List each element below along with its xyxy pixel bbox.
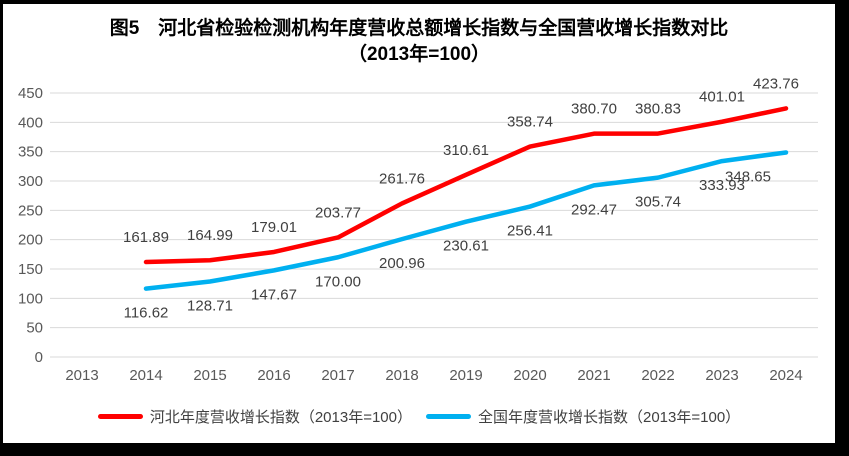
data-label: 161.89 bbox=[123, 229, 169, 246]
series-line-1 bbox=[143, 150, 789, 291]
plot-svg: 0 50 100 150 200 250 300 350 400 450 2013 2014 2015 2… bbox=[18, 75, 818, 384]
y-axis-tick-label: 50 bbox=[26, 320, 43, 337]
x-axis-tick-label: 2022 bbox=[641, 367, 674, 384]
x-axis-tick-label: 2014 bbox=[129, 367, 162, 384]
x-axis-tick-label: 2018 bbox=[385, 367, 418, 384]
data-label: 333.93 bbox=[699, 177, 745, 194]
chart-subtitle: （2013年=100） bbox=[347, 44, 491, 65]
data-label: 116.62 bbox=[124, 305, 169, 322]
data-label: 348.65 bbox=[725, 168, 771, 185]
legend-swatch-hebei bbox=[97, 414, 143, 419]
y-axis-tick-label: 200 bbox=[18, 232, 43, 249]
data-label: 261.76 bbox=[379, 170, 425, 187]
y-axis-tick-label: 150 bbox=[18, 261, 43, 278]
x-axis-tick-label: 2015 bbox=[193, 367, 226, 384]
y-axis-tick-label: 400 bbox=[18, 114, 43, 131]
data-label: 203.77 bbox=[315, 204, 361, 221]
data-label: 310.61 bbox=[443, 142, 489, 159]
y-axis-tick-label: 0 bbox=[35, 349, 43, 366]
x-axis-tick-label: 2023 bbox=[705, 367, 738, 384]
data-label: 128.71 bbox=[187, 297, 233, 314]
x-axis-tick-label: 2024 bbox=[769, 367, 802, 384]
y-axis-tick-label: 300 bbox=[18, 173, 43, 190]
data-label: 305.74 bbox=[635, 194, 681, 211]
legend-item-national: 全国年度营收增长指数（2013年=100） bbox=[426, 406, 740, 427]
data-label: 380.83 bbox=[635, 101, 681, 118]
legend-item-hebei: 河北年度营收增长指数（2013年=100） bbox=[97, 406, 412, 427]
y-axis-tick-label: 250 bbox=[18, 202, 43, 219]
data-label: 380.70 bbox=[571, 101, 617, 118]
data-label: 423.76 bbox=[753, 75, 799, 92]
y-axis-tick-label: 450 bbox=[18, 85, 43, 102]
data-label: 164.99 bbox=[187, 227, 233, 244]
data-label: 292.47 bbox=[571, 201, 617, 218]
chart-title: 图5 河北省检验检测机构年度营收总额增长指数与全国营收增长指数对比 bbox=[109, 18, 729, 39]
chart-title-block: 图5 河北省检验检测机构年度营收总额增长指数与全国营收增长指数对比 （2013年… bbox=[3, 16, 835, 68]
data-label: 170.00 bbox=[315, 273, 361, 290]
x-axis-tick-label: 2020 bbox=[513, 367, 546, 384]
x-axis-tick-label: 2016 bbox=[257, 367, 290, 384]
data-label: 401.01 bbox=[699, 89, 745, 106]
data-label: 230.61 bbox=[443, 238, 489, 255]
x-axis-tick-label: 2013 bbox=[65, 367, 98, 384]
x-axis-tick-label: 2017 bbox=[321, 367, 354, 384]
legend-label-national: 全国年度营收增长指数（2013年=100） bbox=[478, 409, 741, 426]
legend-label-hebei: 河北年度营收增长指数（2013年=100） bbox=[149, 409, 412, 426]
x-axis-tick-label: 2019 bbox=[449, 367, 482, 384]
y-axis-tick-label: 350 bbox=[18, 144, 43, 161]
y-axis-tick-label: 100 bbox=[18, 290, 43, 307]
legend: 河北年度营收增长指数（2013年=100） 全国年度营收增长指数（2013年=1… bbox=[3, 406, 835, 427]
x-axis-tick-label: 2021 bbox=[577, 367, 610, 384]
legend-swatch-national bbox=[426, 414, 471, 419]
data-label: 256.41 bbox=[507, 223, 553, 240]
data-label: 200.96 bbox=[379, 255, 425, 272]
data-label: 179.01 bbox=[251, 219, 297, 236]
data-label: 147.67 bbox=[251, 286, 297, 303]
series-line-0 bbox=[143, 106, 789, 265]
data-label: 358.74 bbox=[507, 114, 553, 131]
